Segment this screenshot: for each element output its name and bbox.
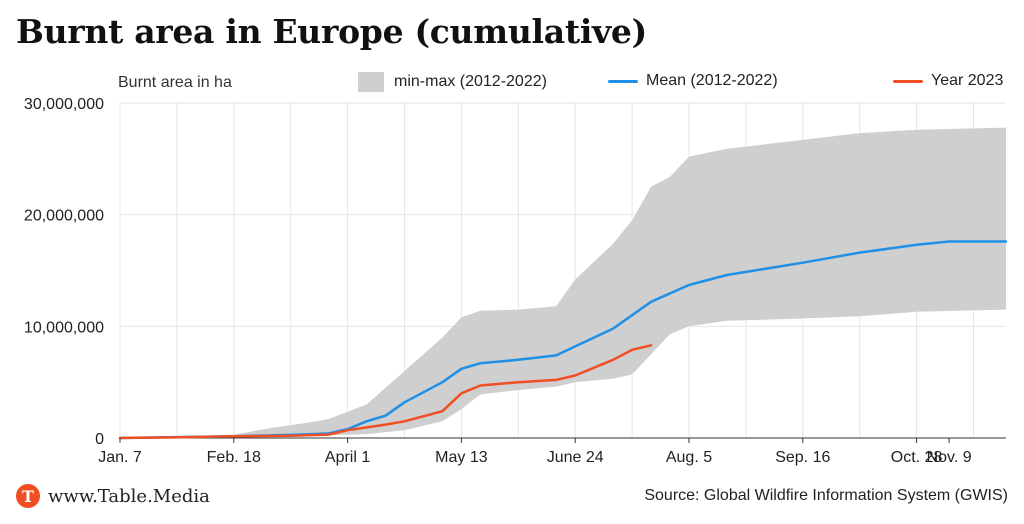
x-tick-label: April 1 (325, 449, 370, 466)
legend-label-min-max: min-max (2012-2022) (394, 73, 547, 90)
brand-logo[interactable]: T www.Table.Media (16, 484, 210, 508)
y-tick-label: 20,000,000 (24, 208, 104, 225)
min-max-band (120, 127, 1006, 438)
chart-canvas: 0 10,000,000 20,000,000 30,000,000 Jan. 7 Feb… (24, 96, 1008, 466)
x-tick-label: May 13 (435, 449, 488, 466)
source-note: Source: Global Wildfire Information Syst… (644, 487, 1008, 504)
chart-title: Burnt area in Europe (cumulative) (16, 12, 647, 51)
legend-band-swatch (358, 72, 384, 92)
legend-label-year-2023: Year 2023 (931, 72, 1004, 89)
y-tick-label: 10,000,000 (24, 319, 104, 336)
table-media-logo-icon: T (16, 484, 40, 508)
year-2023-line (118, 344, 653, 440)
x-tick-label: Nov. 9 (927, 449, 972, 466)
y-tick-label: 30,000,000 (24, 96, 104, 113)
x-tick-label: Aug. 5 (666, 449, 712, 466)
x-tick-label: Sep. 16 (775, 449, 830, 466)
legend-mean-swatch (608, 79, 638, 83)
legend-item-year-2023: Year 2023 (893, 72, 1003, 90)
brand-name: www.Table.Media (48, 485, 210, 507)
x-tick-label: Oct. 28 (891, 449, 943, 466)
x-tick-label: Feb. 18 (207, 449, 261, 466)
y-axis-label: Burnt area in ha (118, 74, 232, 91)
legend-year-swatch (893, 79, 923, 83)
legend-item-mean: Mean (2012-2022) (608, 72, 778, 90)
y-tick-label: 0 (95, 431, 104, 448)
x-tick-label: June 24 (547, 449, 604, 466)
legend-item-min-max: min-max (2012-2022) (358, 72, 547, 92)
x-tick-label: Jan. 7 (98, 449, 142, 466)
legend-label-mean: Mean (2012-2022) (646, 72, 778, 89)
